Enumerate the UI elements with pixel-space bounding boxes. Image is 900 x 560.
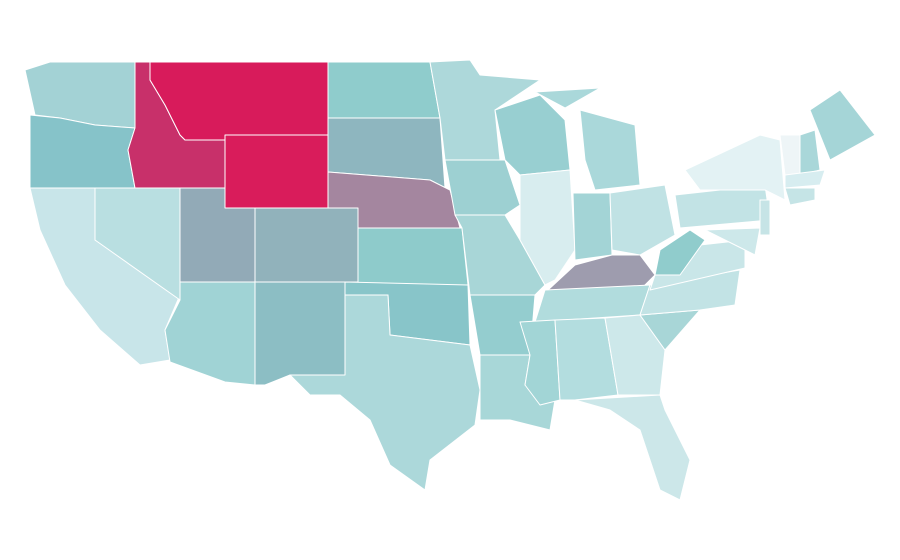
state-region [554, 317, 619, 401]
state-region [574, 394, 691, 501]
state-region [534, 87, 601, 109]
state-region [604, 314, 666, 396]
state-region [759, 199, 771, 236]
state-region [654, 229, 706, 276]
state-region [224, 134, 329, 209]
state-region [784, 187, 816, 206]
state-region [704, 227, 761, 256]
state-region [357, 227, 469, 286]
state-region [572, 192, 613, 261]
state-region [809, 89, 876, 161]
state-region [519, 169, 576, 286]
state-region [579, 109, 641, 191]
state-region [674, 184, 771, 229]
state-region [779, 134, 801, 176]
state-region [254, 207, 359, 283]
state-region [444, 159, 521, 216]
state-region [609, 184, 676, 256]
state-region [327, 61, 441, 119]
state-region [784, 169, 826, 189]
state-region [799, 129, 821, 176]
state-region [149, 61, 329, 141]
state-region [254, 281, 346, 386]
state-region [454, 214, 546, 296]
state-region [684, 134, 786, 201]
state-region [289, 294, 481, 491]
